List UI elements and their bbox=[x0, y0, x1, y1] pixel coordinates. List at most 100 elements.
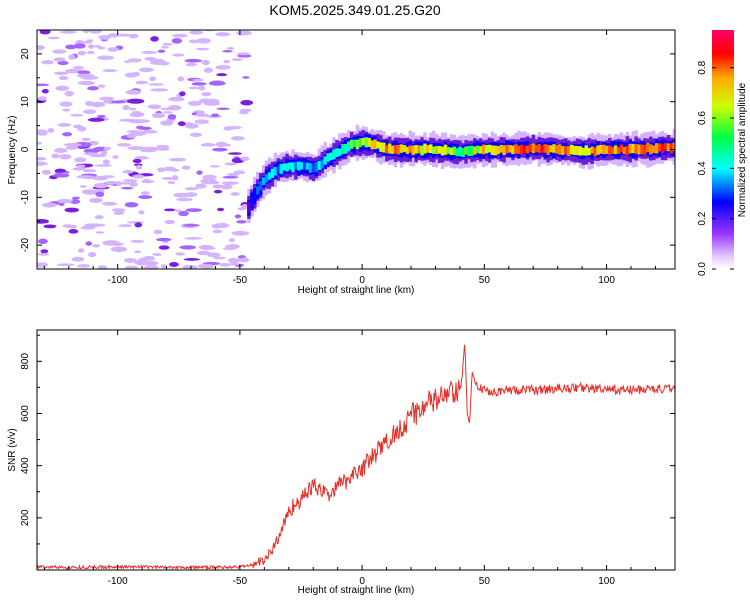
ridge-cell bbox=[490, 145, 495, 155]
ridge-cell bbox=[619, 144, 624, 153]
noise-blob bbox=[194, 113, 209, 117]
ridge-cell bbox=[320, 159, 324, 169]
noise-blob bbox=[179, 246, 188, 249]
noise-blob bbox=[62, 132, 73, 137]
noise-blob bbox=[37, 218, 50, 224]
ridge-cell bbox=[417, 145, 421, 154]
noise-blob bbox=[225, 244, 240, 250]
noise-blob bbox=[151, 112, 166, 119]
noise-blob bbox=[134, 259, 150, 266]
ridge-cell bbox=[613, 145, 618, 155]
noise-blob bbox=[93, 45, 102, 48]
ridge-cell bbox=[499, 144, 503, 153]
noise-blob bbox=[122, 105, 130, 111]
noise-blob bbox=[47, 128, 55, 133]
noise-blob bbox=[220, 184, 233, 190]
snr-ylabel: SNR (v/v) bbox=[7, 428, 18, 471]
noise-blob bbox=[105, 180, 119, 185]
spectrogram-ytick-label: 0 bbox=[20, 146, 31, 152]
noise-blob bbox=[55, 85, 70, 91]
noise-blob bbox=[112, 155, 119, 159]
snr-panel: -100 -50 0 50 100 200 400 600 800 Height of stra… bbox=[7, 329, 676, 596]
noise-blob bbox=[169, 157, 187, 162]
noise-blob bbox=[169, 168, 180, 172]
noise-blob bbox=[57, 60, 69, 66]
noise-blob bbox=[103, 146, 112, 151]
ridge-cell bbox=[338, 148, 342, 156]
noise-blob bbox=[231, 58, 243, 62]
ridge-cell bbox=[341, 144, 345, 155]
ridge-cell bbox=[534, 144, 539, 153]
noise-blob bbox=[54, 168, 67, 173]
noise-blob bbox=[41, 88, 49, 94]
noise-blob bbox=[208, 80, 226, 86]
spectrogram-xtick-label: 50 bbox=[479, 275, 491, 286]
noise-blob bbox=[83, 109, 97, 114]
noise-blob bbox=[203, 67, 213, 74]
noise-blob bbox=[122, 179, 138, 183]
ridge-cell bbox=[669, 143, 674, 154]
noise-blob bbox=[87, 86, 99, 91]
noise-blob bbox=[213, 256, 226, 260]
noise-blob bbox=[87, 251, 97, 258]
ridge-cell bbox=[622, 146, 627, 154]
noise-blob bbox=[155, 147, 170, 151]
noise-blob bbox=[41, 169, 52, 175]
noise-blob bbox=[37, 238, 48, 244]
noise-blob bbox=[195, 47, 210, 51]
noise-blob bbox=[85, 241, 93, 246]
ridge-cell bbox=[352, 139, 357, 148]
spectrogram-xlabel: Height of straight line (km) bbox=[298, 285, 415, 296]
noise-blob bbox=[212, 147, 228, 152]
noise-blob bbox=[130, 239, 145, 243]
noise-blob bbox=[77, 80, 96, 86]
noise-blob bbox=[79, 185, 87, 188]
noise-blob bbox=[37, 262, 49, 268]
noise-blob bbox=[77, 264, 91, 268]
snr-frame bbox=[36, 329, 676, 571]
noise-blob bbox=[39, 30, 51, 35]
ridge-cell bbox=[508, 145, 512, 153]
ridge-cell bbox=[590, 146, 594, 154]
ridge-cell bbox=[608, 145, 612, 155]
ridge-cell bbox=[487, 144, 492, 153]
ridge-cell bbox=[649, 144, 653, 155]
noise-blob bbox=[162, 111, 173, 114]
ridge-cell bbox=[317, 160, 322, 170]
noise-blob bbox=[141, 50, 157, 54]
noise-blob bbox=[238, 110, 249, 115]
noise-blob bbox=[98, 35, 111, 40]
noise-blob bbox=[124, 202, 139, 208]
ridge-cell bbox=[575, 145, 580, 156]
ridge-cell bbox=[511, 145, 515, 155]
ridge-cell bbox=[484, 145, 489, 154]
noise-blob bbox=[215, 32, 231, 37]
noise-blob bbox=[127, 58, 142, 63]
ridge-cell bbox=[599, 144, 603, 154]
noise-blob bbox=[77, 126, 87, 132]
noise-blob bbox=[37, 252, 50, 256]
noise-blob bbox=[132, 174, 145, 179]
noise-blob bbox=[82, 169, 97, 173]
noise-blob bbox=[231, 230, 250, 236]
ridge-cell bbox=[335, 148, 339, 158]
ridge-cell bbox=[276, 165, 280, 173]
noise-blob bbox=[216, 107, 230, 111]
ridge-cell bbox=[476, 145, 480, 154]
noise-blob bbox=[91, 175, 109, 181]
ridge-cell bbox=[555, 145, 559, 154]
ridge-cell bbox=[528, 143, 533, 152]
noise-blob bbox=[242, 76, 250, 79]
ridge-cell bbox=[643, 144, 647, 155]
ridge-cell bbox=[323, 156, 327, 165]
noise-blob bbox=[37, 45, 45, 51]
noise-blob bbox=[195, 183, 207, 189]
ridge-cell bbox=[349, 139, 354, 149]
noise-blob bbox=[136, 125, 145, 130]
noise-blob bbox=[230, 192, 240, 196]
noise-blob bbox=[227, 262, 241, 266]
ridge-cell bbox=[388, 143, 392, 154]
noise-blob bbox=[100, 150, 108, 156]
noise-blob bbox=[183, 258, 201, 261]
